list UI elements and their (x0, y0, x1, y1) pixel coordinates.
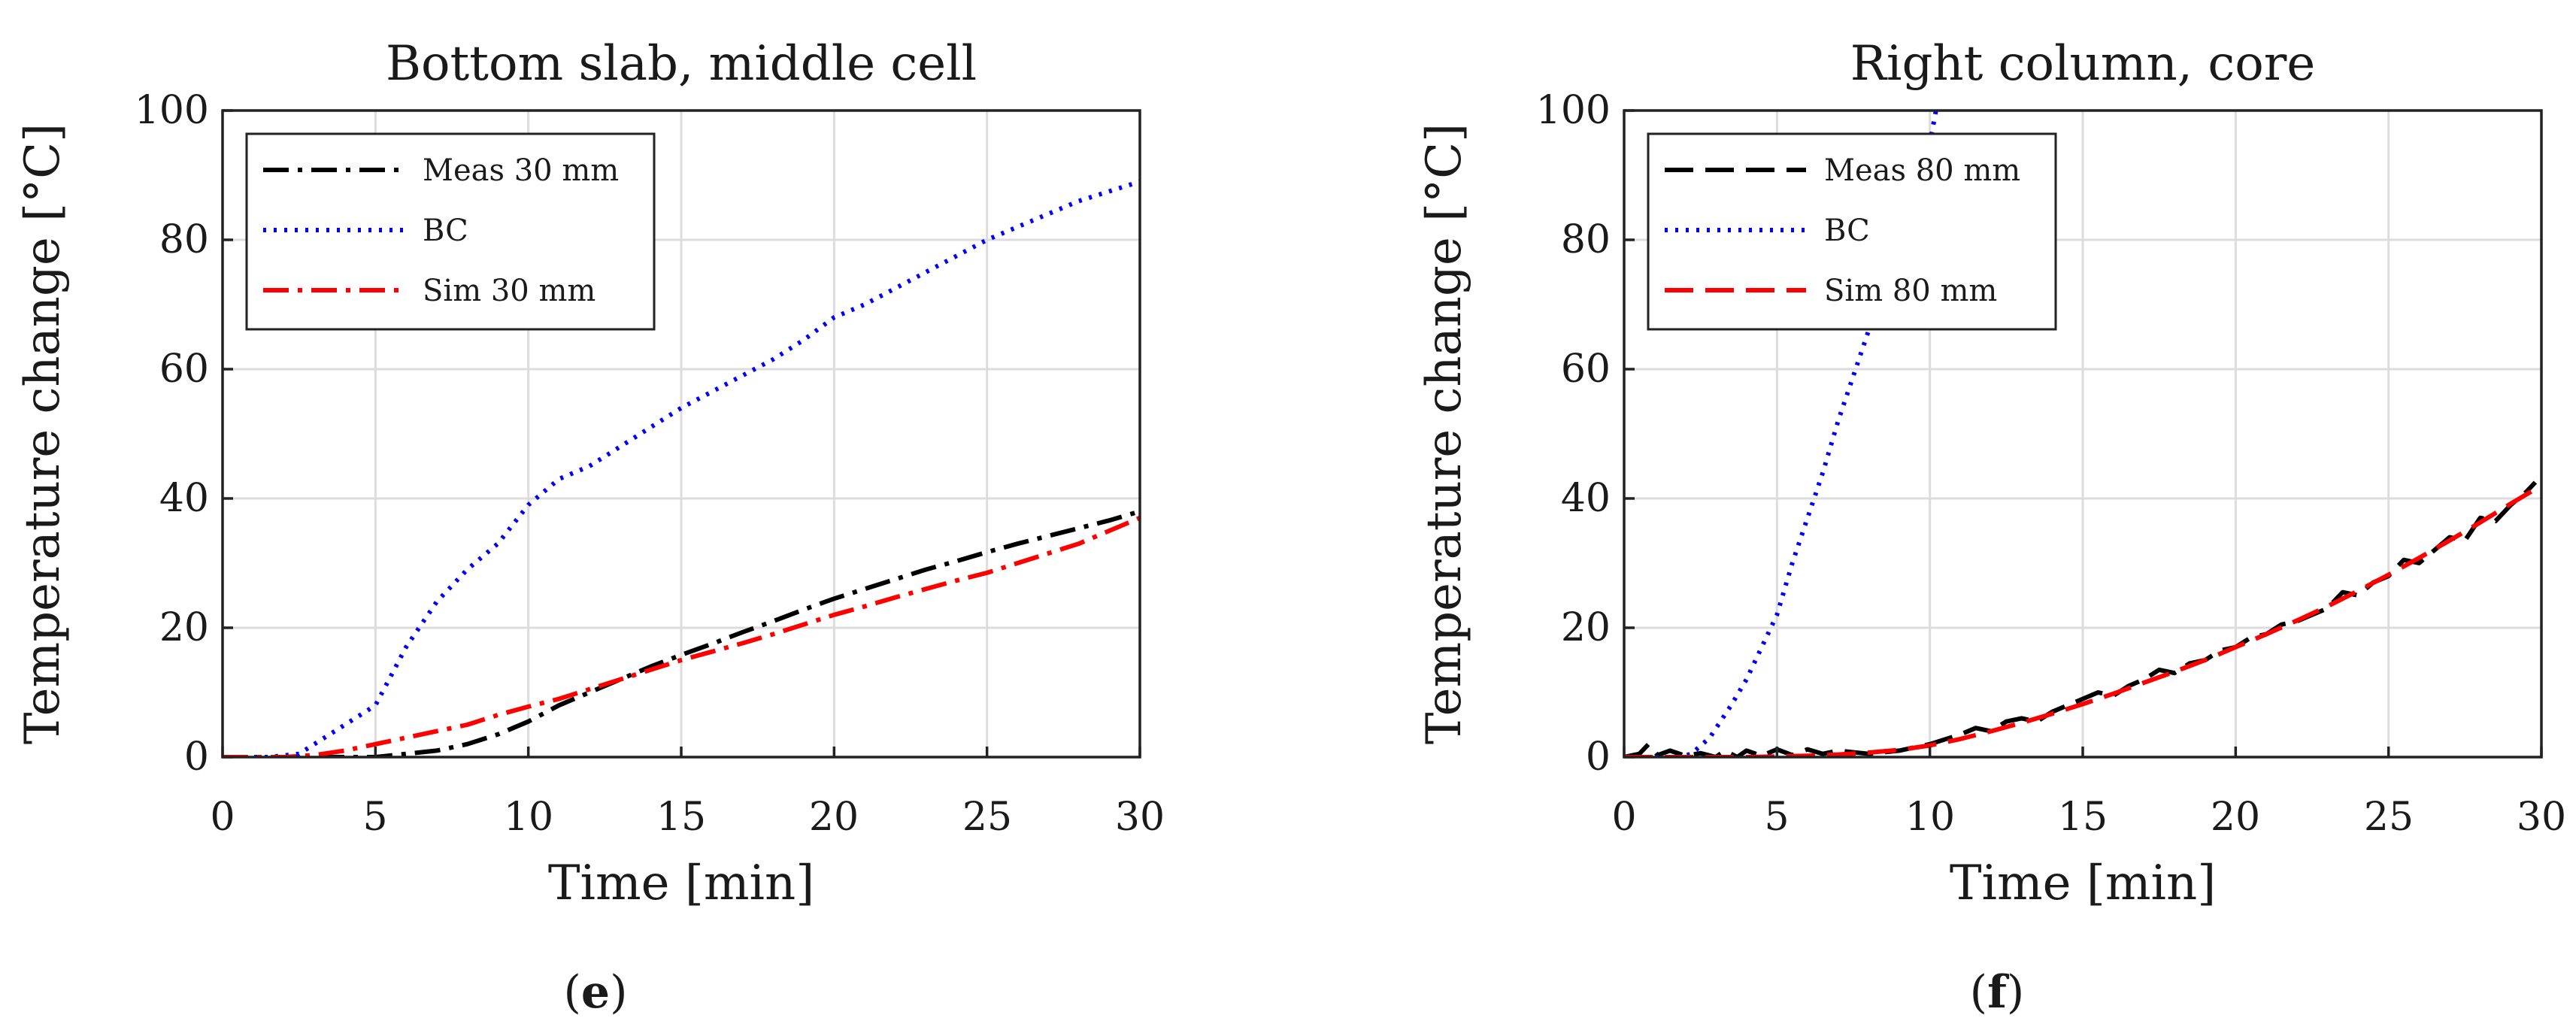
legend-label: Sim 80 mm (1824, 274, 1997, 308)
x-tick-label: 15 (2058, 795, 2108, 840)
x-tick-label: 20 (2211, 795, 2260, 840)
y-tick-label: 60 (1561, 347, 1611, 392)
panel-letter: e (581, 966, 610, 1019)
legend-label: Meas 80 mm (1824, 153, 2020, 188)
legend-label: Meas 30 mm (423, 153, 619, 188)
x-tick-label: 15 (656, 795, 706, 840)
y-tick-label: 100 (135, 88, 209, 133)
chart-panel-f: Right column, core 0 20 40 60 80 100 0 5… (1417, 36, 2566, 1019)
y-tick-label: 80 (1561, 217, 1611, 262)
x-tick-label: 25 (2364, 795, 2414, 840)
series-line-sim-80-mm (1624, 483, 2541, 757)
series-line-sim-30-mm (223, 516, 1140, 757)
y-tick-labels: 0 20 40 60 80 100 (135, 88, 209, 780)
y-tick-label: 40 (159, 476, 209, 521)
series-line-meas-30-mm (223, 509, 1140, 757)
x-tick-label: 10 (504, 795, 553, 840)
y-tick-label: 100 (1536, 88, 1611, 133)
panel-label-e: (e) (563, 966, 627, 1019)
x-tick-label: 0 (210, 795, 235, 840)
x-tick-label: 30 (1115, 795, 1165, 840)
legend-box (1647, 132, 2057, 331)
y-axis-label: Temperature change [°C] (1417, 123, 1472, 744)
x-tick-label: 5 (362, 795, 387, 840)
y-tick-label: 60 (159, 347, 209, 392)
y-tick-label: 0 (184, 735, 209, 780)
y-tick-label: 20 (159, 605, 209, 650)
panel-label-f: (f) (1970, 966, 2025, 1019)
x-tick-label: 10 (1905, 795, 1955, 840)
legend: Meas 30 mm BC Sim 30 mm (245, 132, 656, 331)
legend-label: BC (1824, 214, 1870, 248)
y-tick-label: 80 (159, 217, 209, 262)
chart-panel-e: Bottom slab, middle cell 0 20 40 60 80 1… (15, 36, 1165, 1019)
x-tick-label: 20 (809, 795, 859, 840)
chart-title: Right column, core (1850, 36, 2315, 92)
x-tick-label: 0 (1611, 795, 1636, 840)
legend-label: BC (423, 214, 468, 248)
x-tick-labels: 0 5 10 15 20 25 30 (210, 795, 1165, 840)
x-tick-labels: 0 5 10 15 20 25 30 (1611, 795, 2566, 840)
legend-label: Sim 30 mm (423, 274, 596, 308)
y-tick-label: 20 (1561, 605, 1611, 650)
x-tick-label: 30 (2517, 795, 2566, 840)
series-group (1624, 111, 2541, 757)
panel-letter: f (1987, 966, 2010, 1019)
series-line-meas-80-mm (1624, 480, 2538, 757)
legend: Meas 80 mm BC Sim 80 mm (1647, 132, 2057, 331)
y-tick-label: 0 (1586, 735, 1611, 780)
x-tick-label: 5 (1764, 795, 1789, 840)
ticks (221, 109, 1141, 759)
ticks (1623, 109, 2543, 759)
y-tick-label: 40 (1561, 476, 1611, 521)
legend-box (245, 132, 656, 331)
y-tick-labels: 0 20 40 60 80 100 (1536, 88, 1611, 780)
y-axis-label: Temperature change [°C] (15, 123, 71, 744)
x-axis-label: Time [min] (548, 856, 814, 911)
series-group (223, 179, 1140, 757)
x-axis-label: Time [min] (1950, 856, 2216, 911)
chart-title: Bottom slab, middle cell (386, 36, 977, 92)
x-tick-label: 25 (962, 795, 1012, 840)
